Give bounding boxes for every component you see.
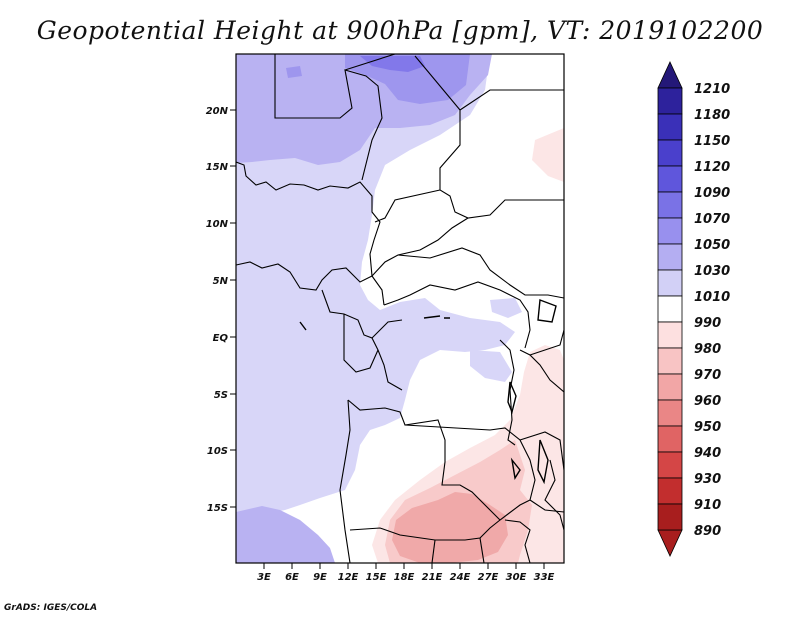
lat-label: 10S (207, 446, 228, 457)
lon-ticks (263, 563, 545, 569)
lon-label: 18E (394, 572, 415, 583)
colorbar-segment (657, 139, 683, 167)
colorbar-label: 1050 (694, 238, 730, 253)
colorbar-label: 990 (694, 316, 721, 331)
colorbar-label: 910 (694, 498, 721, 513)
colorbar-label: 1010 (694, 290, 730, 305)
colorbar-labels: 1210 1180 1150 1120 1090 1070 1050 1030 … (694, 82, 730, 539)
colorbar-label: 1030 (694, 264, 730, 279)
lat-label: 10N (206, 219, 229, 230)
colorbar-label: 1120 (694, 160, 730, 175)
lon-label: 3E (257, 572, 271, 583)
grads-credit: GrADS: IGES/COLA (4, 603, 98, 613)
lon-label: 27E (478, 572, 499, 583)
colorbar-segment (657, 295, 683, 323)
lat-label: 5S (214, 390, 228, 401)
colorbar-segment (657, 87, 683, 115)
colorbar-segment (657, 269, 683, 297)
lon-labels: 3E 6E 9E 12E 15E 18E 21E 24E 27E 30E 33E (257, 572, 554, 583)
band-1010-1030-west (236, 54, 515, 515)
colorbar-label: 1180 (694, 108, 730, 123)
colorbar-bottom-tip (657, 529, 683, 557)
colorbar-label: 1210 (694, 82, 730, 97)
colorbar-segment (657, 243, 683, 271)
lat-label: EQ (213, 333, 229, 344)
colorbar-segment (657, 477, 683, 505)
lon-label: 6E (285, 572, 299, 583)
country-borders (236, 54, 564, 563)
colorbar-segment (657, 191, 683, 219)
lat-label: 5N (213, 276, 229, 287)
colorbar-segment (657, 451, 683, 479)
map-frame (235, 53, 565, 564)
lon-label: 30E (506, 572, 527, 583)
band-1010-1030-patches (470, 298, 522, 382)
colorbar-segment (657, 113, 683, 141)
lon-label: 9E (313, 572, 327, 583)
colorbar-segment (657, 425, 683, 453)
colorbar-label: 980 (694, 342, 721, 357)
lakes (299, 299, 557, 485)
lon-label: 33E (534, 572, 555, 583)
lon-label: 21E (422, 572, 443, 583)
colorbar-label: 1150 (694, 134, 730, 149)
lat-ticks (230, 109, 236, 508)
colorbar-label: 940 (694, 446, 721, 461)
lon-label: 12E (338, 572, 359, 583)
colorbar-label: 960 (694, 394, 721, 409)
colorbar-segment (657, 399, 683, 427)
lat-label: 15N (206, 162, 229, 173)
colorbar (657, 61, 683, 557)
colorbar-label: 930 (694, 472, 721, 487)
chart-title: Geopotential Height at 900hPa [gpm], VT:… (36, 16, 764, 45)
lat-labels: 20N 15N 10N 5N EQ 5S 10S 15S (206, 106, 229, 514)
lon-label: 15E (366, 572, 387, 583)
colorbar-label: 1070 (694, 212, 730, 227)
band-960-970 (392, 492, 508, 563)
colorbar-segment (657, 165, 683, 193)
colorbar-top-tip (657, 61, 683, 89)
lon-label: 24E (450, 572, 471, 583)
colorbar-segment (657, 503, 683, 531)
colorbar-segment (657, 321, 683, 349)
lat-label: 20N (206, 106, 229, 117)
colorbar-segment (657, 347, 683, 375)
map-panel (236, 54, 564, 563)
colorbar-segment (657, 373, 683, 401)
colorbar-label: 950 (694, 420, 721, 435)
colorbar-label: 1090 (694, 186, 730, 201)
colorbar-segment (657, 217, 683, 245)
colorbar-label: 970 (694, 368, 721, 383)
colorbar-label: 890 (694, 524, 721, 539)
band-1030-1050-southwest (236, 506, 335, 563)
lat-label: 15S (207, 503, 228, 514)
